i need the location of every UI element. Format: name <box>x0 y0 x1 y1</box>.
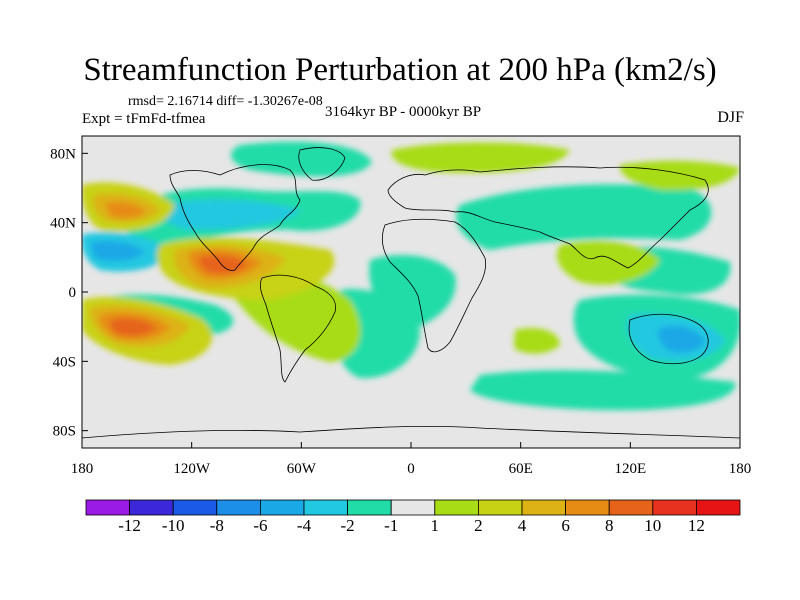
colorbar-swatch <box>85 499 130 516</box>
colorbar-label: -12 <box>118 516 141 535</box>
experiment-label: Expt = tFmFd-tfmea <box>82 111 206 127</box>
x-tick-label: 180 <box>729 461 752 477</box>
colorbar-label: 8 <box>605 516 614 535</box>
colorbar-label: -6 <box>253 516 267 535</box>
coast-south-america <box>259 274 337 383</box>
coast-africa <box>381 218 487 353</box>
x-tick-label: 0 <box>407 461 415 477</box>
colorbar-swatch <box>216 499 261 516</box>
colorbar-swatch <box>129 499 174 516</box>
coast-australia <box>628 313 709 365</box>
region-siberia-positive <box>619 160 740 191</box>
colorbar-swatch <box>608 499 654 516</box>
region-south-africa-positive <box>514 327 560 354</box>
period-label: 3164kyr BP - 0000kyr BP <box>325 104 482 120</box>
x-tick-label: 120E <box>614 461 646 477</box>
y-tick-label: 40N <box>50 216 76 232</box>
region-n-africa-band <box>456 184 712 250</box>
season-label: DJF <box>717 109 744 126</box>
coast-eurasia <box>387 166 709 269</box>
region-se-pacific-max <box>110 318 156 336</box>
region-pacific-low-deep <box>90 241 145 261</box>
chart-title: Streamfunction Perturbation at 200 hPa (… <box>83 52 717 88</box>
region-southern-band <box>470 370 736 411</box>
x-tick-label: 60W <box>287 461 317 477</box>
coast-north-america <box>169 164 301 271</box>
colorbar-label: 4 <box>518 516 527 535</box>
colorbar-label: -4 <box>297 516 312 535</box>
axis-ticks: 180 120W 60W 0 60E 120E 180 80N 40N 0 40S 80S <box>50 146 751 477</box>
region-arctic-positive <box>391 142 570 173</box>
colorbar-label: 2 <box>474 516 483 535</box>
x-tick-label: 120W <box>173 461 211 477</box>
coast-antarctica <box>82 425 740 439</box>
coastlines <box>82 147 740 439</box>
region-ne-pacific-peak <box>105 201 146 219</box>
colorbar-label: 1 <box>431 516 440 535</box>
y-tick-label: 40S <box>53 354 76 370</box>
colorbar: -12 -10 -8 -6 -4 -2 -1 1 2 4 6 8 10 12 <box>85 499 741 535</box>
colorbar-label: -2 <box>341 516 355 535</box>
colorbar-label: -8 <box>210 516 224 535</box>
region-s-atlantic-low <box>335 289 420 379</box>
region-india-positive <box>556 240 660 285</box>
colorbar-swatch <box>259 499 305 516</box>
y-tick-label: 0 <box>69 285 77 301</box>
y-tick-label: 80N <box>50 146 76 162</box>
region-atlantic-low-core <box>158 199 300 230</box>
x-tick-label: 60E <box>509 461 533 477</box>
colorbar-swatch <box>521 499 566 516</box>
colorbar-swatch <box>303 499 348 516</box>
colorbar-swatch <box>696 499 741 516</box>
colorbar-swatch <box>434 499 479 516</box>
colorbar-label: 10 <box>644 516 661 535</box>
colorbar-label: -1 <box>384 516 398 535</box>
contour-fields <box>82 141 740 411</box>
x-tick-label: 180 <box>71 461 94 477</box>
region-australia-low-deep <box>658 325 705 353</box>
colorbar-swatch <box>172 499 218 516</box>
colorbar-swatch <box>652 499 697 516</box>
colorbar-swatch <box>565 499 610 516</box>
colorbar-label: -10 <box>162 516 185 535</box>
stats-text: rmsd= 2.16714 diff= -1.30267e-08 <box>128 94 323 109</box>
coast-greenland <box>298 147 346 181</box>
colorbar-swatch <box>347 499 392 516</box>
colorbar-label: 12 <box>688 516 705 535</box>
colorbar-swatch <box>477 499 523 516</box>
colorbar-label: 6 <box>561 516 570 535</box>
colorbar-swatch <box>390 499 436 516</box>
y-tick-label: 80S <box>53 424 76 440</box>
